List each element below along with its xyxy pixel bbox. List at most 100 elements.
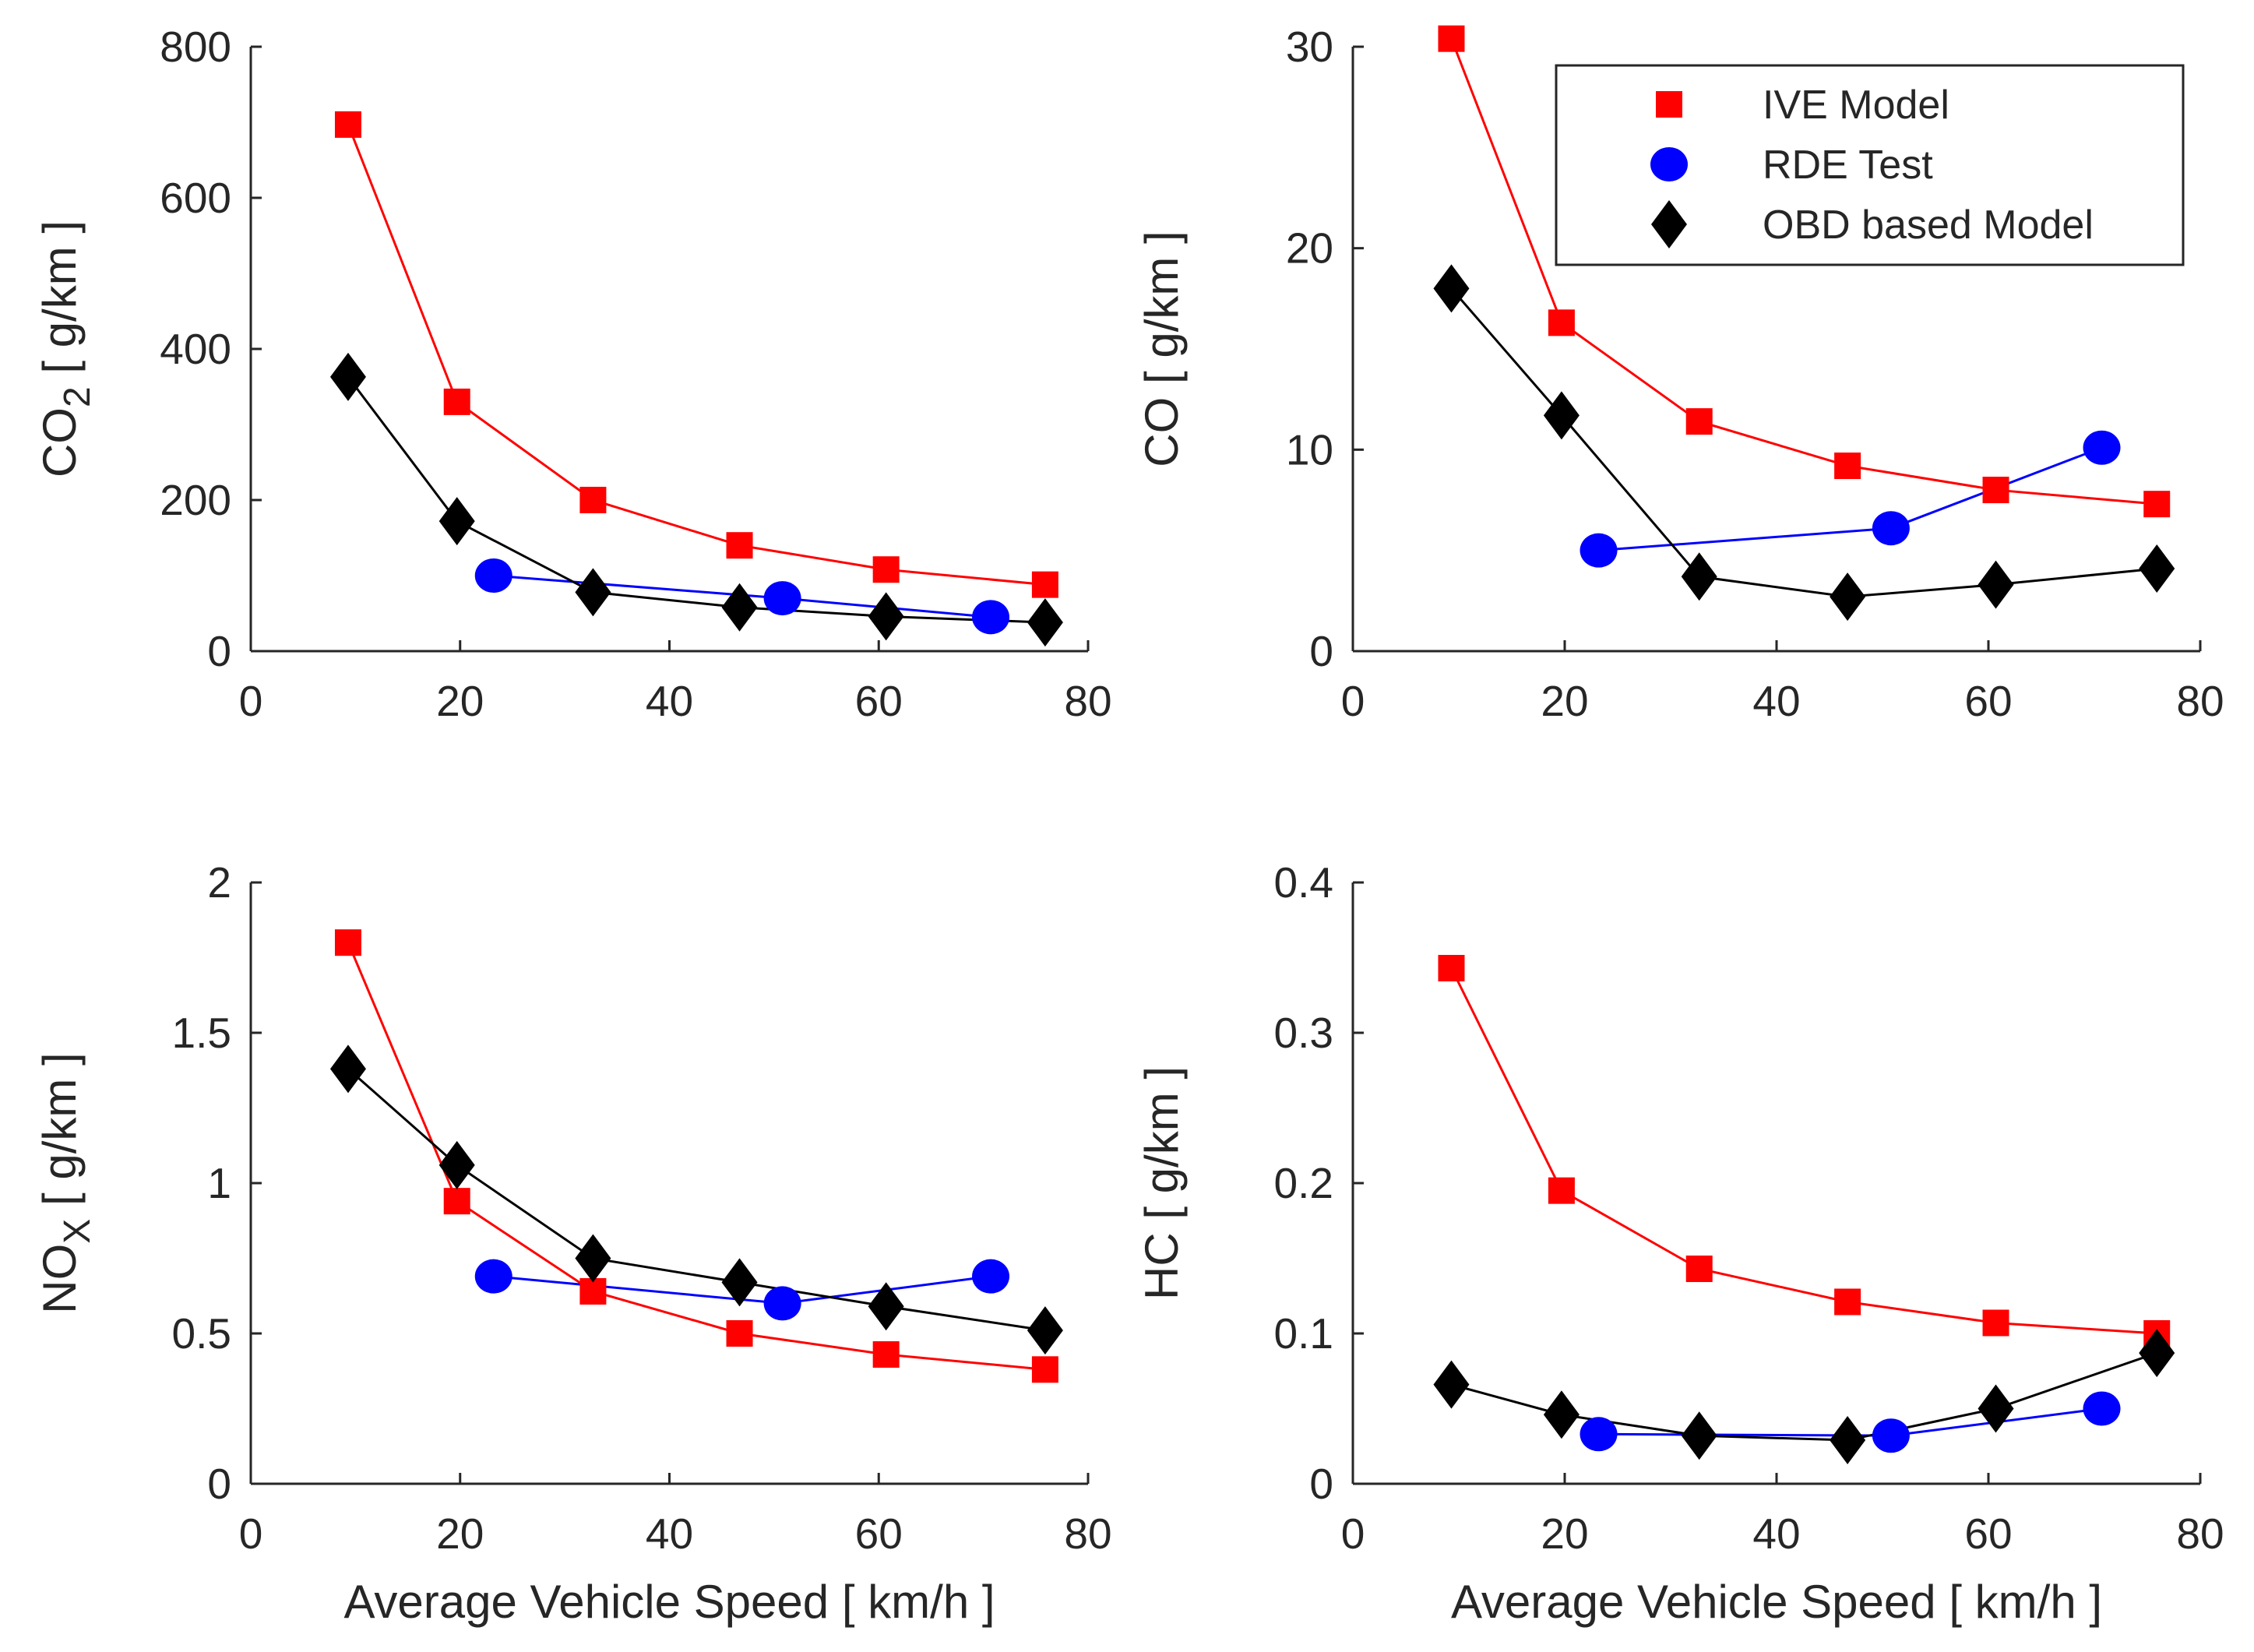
- data-point-rde: [763, 1286, 801, 1321]
- x-tick-label: 20: [1541, 677, 1588, 725]
- data-point-rde: [1872, 1418, 1910, 1453]
- x-axis-label: Average Vehicle Speed [ km/h ]: [343, 1576, 995, 1628]
- x-tick-label: 80: [1064, 1509, 1111, 1558]
- series-line-obd: [1451, 1351, 2157, 1442]
- y-tick-label: 2: [207, 858, 231, 907]
- data-point-obd: [1433, 1360, 1470, 1409]
- data-point-ive: [2143, 491, 2171, 518]
- data-point-rde: [474, 558, 512, 593]
- x-tick-label: 20: [436, 1509, 484, 1558]
- data-point-rde: [1872, 511, 1910, 546]
- data-point-ive: [1438, 25, 1465, 52]
- data-point-ive: [726, 532, 753, 559]
- data-point-ive: [1834, 1288, 1861, 1316]
- legend-label-ive: IVE Model: [1763, 83, 1949, 128]
- y-tick-label: 0.5: [172, 1309, 231, 1358]
- data-point-obd: [1830, 572, 1866, 622]
- x-tick-label: 0: [239, 1509, 263, 1558]
- data-point-obd: [1978, 1384, 2014, 1433]
- x-tick-label: 40: [646, 1509, 693, 1558]
- data-point-ive: [579, 1277, 607, 1305]
- panel-hc: 0 20 40 60 80 0 0.1 0.2 0.3 0.4 HC [ g/km ] Average…: [1136, 858, 2224, 1628]
- data-point-ive: [872, 1341, 900, 1368]
- data-point-rde: [972, 600, 1010, 635]
- x-tick-label: 0: [239, 677, 263, 725]
- y-tick-label: 0.3: [1274, 1009, 1333, 1057]
- data-point-obd: [1681, 1411, 1717, 1460]
- y-tick-label: 30: [1286, 23, 1333, 71]
- x-tick-label: 0: [1341, 677, 1365, 725]
- x-tick-label: 40: [1752, 1509, 1800, 1558]
- y-tick-label: 0.2: [1274, 1159, 1333, 1207]
- data-point-rde: [1580, 1417, 1618, 1452]
- data-point-ive: [443, 1188, 470, 1215]
- data-point-rde: [2083, 1391, 2121, 1426]
- data-point-obd: [1681, 552, 1717, 601]
- data-point-obd: [1543, 1390, 1580, 1439]
- x-tick-label: 80: [2176, 677, 2224, 725]
- data-point-ive: [1982, 477, 2009, 504]
- data-point-ive: [1031, 1356, 1058, 1383]
- data-point-obd: [2139, 544, 2175, 593]
- y-axis-label: NOX [ g/km ]: [33, 1052, 98, 1313]
- y-tick-label: 800: [160, 23, 231, 71]
- data-point-obd: [1978, 560, 2014, 609]
- data-point-obd: [329, 1044, 366, 1094]
- data-point-obd: [329, 352, 366, 401]
- y-tick-label: 600: [160, 174, 231, 222]
- y-tick-label: 10: [1286, 425, 1333, 474]
- data-point-obd: [868, 592, 904, 641]
- x-tick-label: 80: [2176, 1509, 2224, 1558]
- legend-marker-ive: [1656, 91, 1682, 118]
- y-tick-label: 20: [1286, 224, 1333, 273]
- data-point-ive: [1548, 309, 1575, 336]
- y-tick-label: 200: [160, 476, 231, 524]
- data-point-obd: [438, 1140, 475, 1189]
- data-point-rde: [474, 1259, 512, 1294]
- series-line-ive: [1450, 967, 2157, 1335]
- y-axis-label: HC [ g/km ]: [1136, 1066, 1188, 1300]
- data-point-obd: [575, 568, 611, 617]
- x-tick-label: 20: [436, 677, 484, 725]
- data-point-obd: [438, 497, 475, 546]
- y-tick-label: 0: [1309, 1460, 1333, 1508]
- data-point-ive: [334, 111, 361, 138]
- x-axis-label: Average Vehicle Speed [ km/h ]: [1451, 1576, 2102, 1628]
- y-tick-label: 1.5: [172, 1009, 231, 1057]
- y-axis-label: CO [ g/km ]: [1136, 231, 1188, 467]
- data-point-rde: [2083, 430, 2121, 465]
- x-tick-label: 40: [1752, 677, 1800, 725]
- data-point-ive: [1685, 1256, 1713, 1283]
- series-line-ive: [347, 942, 1046, 1371]
- data-point-obd: [868, 1282, 904, 1331]
- data-point-ive: [1548, 1177, 1575, 1204]
- data-point-ive: [872, 556, 900, 583]
- y-tick-label: 0.4: [1274, 858, 1333, 907]
- x-tick-label: 60: [1964, 677, 2012, 725]
- y-tick-label: 0: [207, 1460, 231, 1508]
- data-point-ive: [579, 487, 607, 513]
- data-point-ive: [334, 929, 361, 956]
- x-tick-label: 0: [1341, 1509, 1365, 1558]
- x-tick-label: 60: [855, 677, 903, 725]
- data-point-obd: [2139, 1329, 2175, 1378]
- data-point-ive: [1982, 1309, 2009, 1337]
- data-point-obd: [721, 1258, 758, 1307]
- data-point-ive: [726, 1320, 753, 1347]
- legend-label-obd: OBD based Model: [1763, 203, 2094, 248]
- data-point-ive: [443, 388, 470, 415]
- data-point-ive: [1438, 955, 1465, 982]
- data-point-rde: [1580, 533, 1618, 568]
- data-point-obd: [1830, 1416, 1866, 1465]
- panel-co: 0 20 40 60 80 0 10 20 30 CO [ g/km ] IVE Model RDE …: [1136, 23, 2224, 725]
- series-line-obd: [347, 375, 1045, 624]
- y-tick-label: 0: [207, 627, 231, 675]
- x-tick-label: 60: [855, 1509, 903, 1558]
- y-tick-label: 0.1: [1274, 1309, 1333, 1358]
- data-point-obd: [1543, 391, 1580, 440]
- data-point-obd: [1433, 264, 1470, 313]
- y-tick-label: 0: [1309, 627, 1333, 675]
- data-point-obd: [1027, 1306, 1063, 1355]
